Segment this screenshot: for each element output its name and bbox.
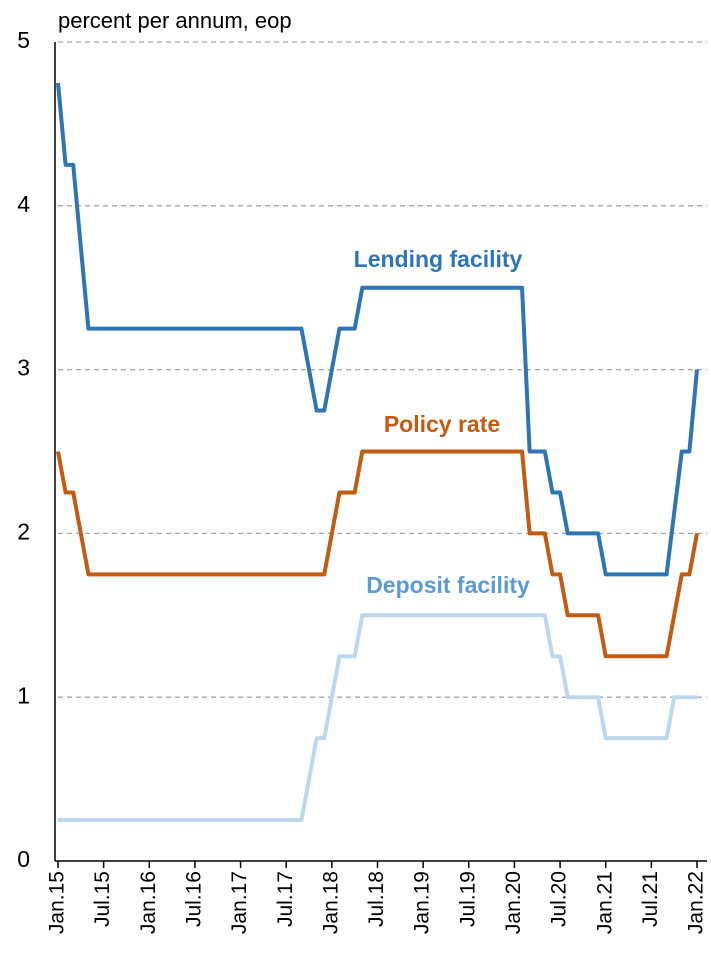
y-tick-label: 2 xyxy=(17,518,30,544)
y-tick-label: 3 xyxy=(17,355,30,381)
series-label: Lending facility xyxy=(354,246,523,272)
x-tick-label: Jan.15 xyxy=(46,871,69,934)
series-line xyxy=(56,82,699,577)
x-tick-label: Jul.17 xyxy=(274,871,297,927)
x-tick-label: Jan.17 xyxy=(228,871,251,934)
y-tick-label: 0 xyxy=(17,846,30,872)
x-tick-label: Jul.20 xyxy=(548,871,571,927)
x-tick-label: Jan.21 xyxy=(593,871,616,934)
x-tick-label: Jul.21 xyxy=(639,871,662,927)
series-line xyxy=(58,613,697,823)
x-tick-label: Jan.20 xyxy=(502,871,525,934)
x-tick-label: Jul.15 xyxy=(91,871,114,927)
x-tick-label: Jan.22 xyxy=(685,871,708,934)
x-tick-label: Jan.19 xyxy=(411,871,434,934)
series-label: Deposit facility xyxy=(366,572,530,598)
x-tick-label: Jan.16 xyxy=(137,871,160,934)
y-axis-label: percent per annum, eop xyxy=(58,8,292,33)
y-tick-label: 1 xyxy=(17,682,30,708)
y-tick-label: 4 xyxy=(17,191,30,217)
y-tick-label: 5 xyxy=(17,27,30,53)
series-line xyxy=(56,449,699,659)
series-label: Policy rate xyxy=(384,411,500,437)
x-tick-label: Jan.18 xyxy=(319,871,342,934)
x-tick-label: Jul.19 xyxy=(456,871,479,927)
x-tick-label: Jul.18 xyxy=(365,871,388,927)
x-tick-label: Jul.16 xyxy=(182,871,205,927)
